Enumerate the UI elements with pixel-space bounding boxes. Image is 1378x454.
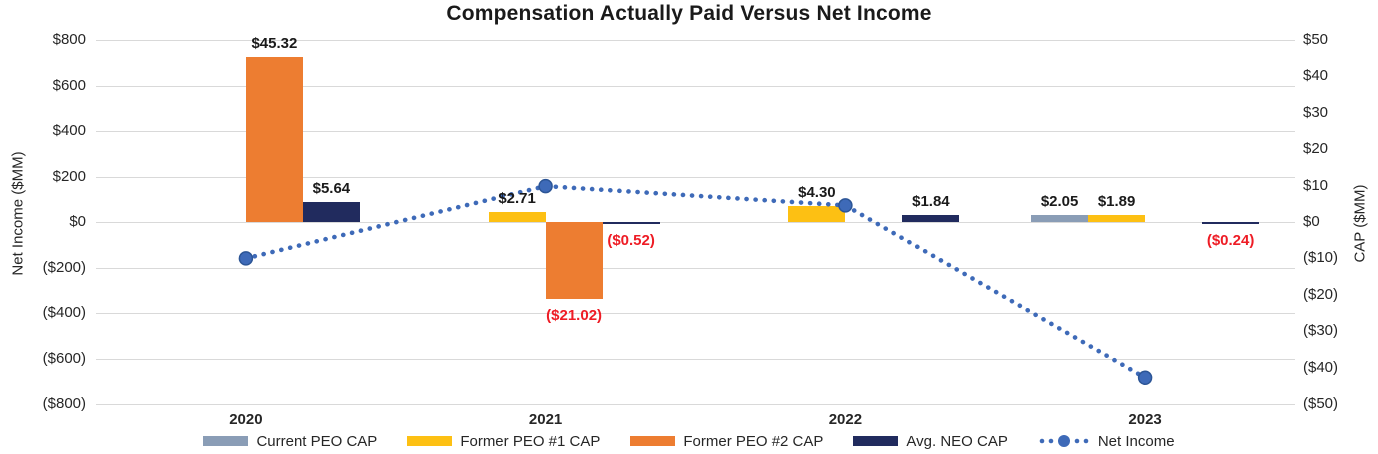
bar-label-former-peo-1-cap-2023: $1.89 (1097, 193, 1136, 211)
right-axis-tick-label: $50 (1303, 31, 1329, 48)
chart-title: Compensation Actually Paid Versus Net In… (446, 2, 932, 25)
legend-dotted-line-swatch (1039, 435, 1089, 447)
legend-label: Current PEO CAP (256, 432, 378, 450)
bar-former-peo-1-cap-2021 (488, 212, 546, 222)
right-axis-tick-label: $40 (1303, 67, 1329, 85)
right-axis-tick-label: $20 (1303, 140, 1329, 158)
gridline (96, 40, 1295, 41)
legend-label: Avg. NEO CAP (906, 432, 1008, 450)
legend-label: Former PEO #2 CAP (683, 432, 824, 450)
legend-swatch-former-peo-1-cap (407, 436, 453, 446)
x-axis-label-2021: 2021 (528, 411, 563, 428)
left-axis-tick-label: $800 (52, 31, 86, 48)
gridline (96, 222, 1295, 223)
bar-avg-neo-cap-2023 (1202, 222, 1260, 224)
bar-label-avg-neo-cap-2023: ($0.24) (1206, 232, 1255, 249)
gridline (96, 131, 1295, 132)
legend-item-former-peo-2-cap: Former PEO #2 CAP (630, 433, 823, 450)
bar-label-avg-neo-cap-2020: $5.64 (312, 179, 351, 197)
gridline (96, 313, 1295, 314)
right-axis-title: CAP ($MM) (1351, 184, 1369, 263)
gridline (96, 176, 1295, 178)
bar-label-avg-neo-cap-2022: $1.84 (912, 193, 950, 211)
bar-label-former-peo-1-cap-2021: $2.71 (498, 190, 536, 208)
net-income-dotted-line (243, 183, 1148, 381)
bar-label-former-peo-2-cap-2020: $45.32 (251, 35, 298, 52)
right-axis-tick-label: ($40) (1303, 358, 1339, 376)
left-axis-tick-label: $200 (52, 167, 86, 185)
bar-avg-neo-cap-2020 (302, 201, 360, 222)
x-axis-label-2020: 2020 (229, 411, 263, 428)
legend-item-avg-neo-cap: Avg. NEO CAP (853, 432, 1008, 450)
bar-label-current-peo-cap-2023: $2.05 (1040, 192, 1079, 210)
legend-item-net-income: Net Income (1038, 433, 1175, 450)
bar-avg-neo-cap-2021 (602, 222, 660, 224)
legend-item-former-peo-1-cap: Former PEO #1 CAP (407, 433, 600, 450)
left-axis-tick-label: $0 (69, 213, 86, 230)
bar-label-former-peo-1-cap-2022: $4.30 (798, 184, 836, 202)
gridline (96, 85, 1295, 87)
left-axis-tick-label: $600 (52, 76, 86, 94)
legend-label: Net Income (1097, 432, 1175, 450)
right-axis-tick-label: ($10) (1303, 249, 1339, 267)
bar-former-peo-1-cap-2023 (1088, 215, 1146, 222)
right-axis-tick-label: ($50) (1303, 395, 1339, 412)
left-axis-tick-label: ($800) (42, 395, 86, 412)
net-income-point-2020 (238, 251, 254, 266)
gridline (96, 404, 1295, 405)
bar-current-peo-cap-2023 (1031, 214, 1089, 222)
legend-label: Former PEO #1 CAP (460, 432, 601, 450)
legend-swatch-avg-neo-cap (853, 436, 899, 446)
gridline (96, 358, 1295, 360)
legend-swatch-current-peo-cap (203, 436, 249, 446)
right-axis-tick-label: ($20) (1303, 285, 1339, 303)
legend-swatch-former-peo-2-cap (630, 436, 676, 446)
legend: Current PEO CAP Former PEO #1 CAP Former P… (0, 430, 1378, 452)
right-axis-tick-label: ($30) (1303, 322, 1339, 340)
right-axis-tick-label: $30 (1303, 103, 1329, 121)
left-axis-tick-label: ($600) (42, 349, 86, 367)
left-axis-tick-label: ($400) (42, 304, 86, 321)
bar-former-peo-1-cap-2022 (788, 206, 846, 222)
right-axis-tick-label: $10 (1303, 176, 1329, 194)
net-income-point-2023 (1137, 370, 1153, 386)
bar-label-avg-neo-cap-2021: ($0.52) (607, 232, 655, 249)
bar-avg-neo-cap-2022 (902, 215, 960, 222)
x-axis-label-2023: 2023 (1128, 411, 1162, 428)
left-axis-tick-label: ($200) (42, 258, 86, 276)
legend-item-current-peo-cap: Current PEO CAP (203, 433, 377, 450)
gridline (96, 267, 1295, 269)
bar-label-former-peo-2-cap-2021: ($21.02) (546, 306, 603, 324)
x-axis-label-2022: 2022 (828, 411, 863, 428)
left-axis-tick-label: $400 (52, 122, 86, 139)
right-axis-tick-label: $0 (1303, 213, 1320, 230)
